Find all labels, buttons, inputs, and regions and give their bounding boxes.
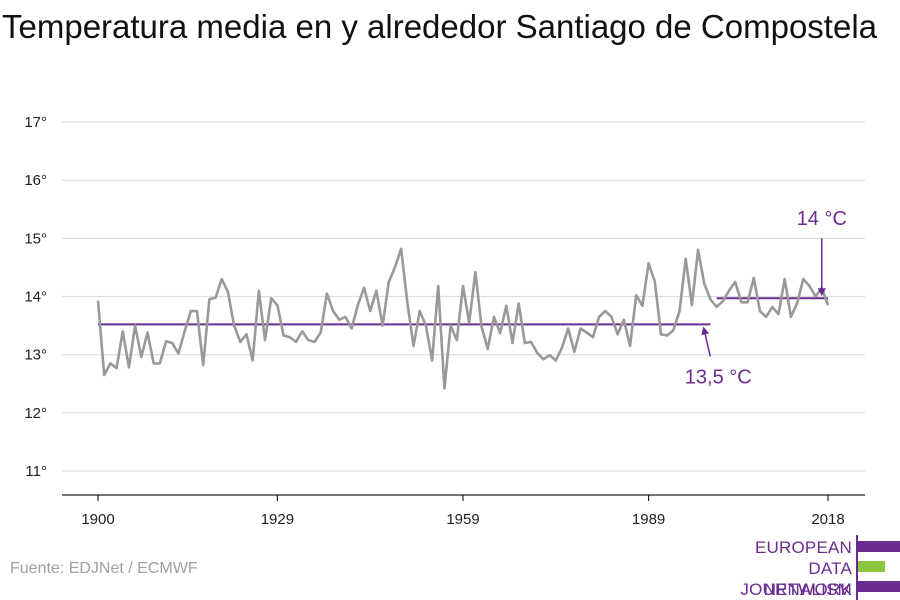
logo-bar-top	[858, 541, 900, 552]
logo-bar-bottom	[858, 581, 900, 592]
gridlines	[62, 121, 865, 472]
source-note: Fuente: EDJNet / ECMWF	[10, 560, 198, 577]
y-tick-label: 16°	[24, 172, 47, 189]
annotation-label-2000-2018: 14 °C	[797, 208, 847, 230]
y-tick-label: 17°	[24, 114, 47, 131]
y-tick-label: 13°	[24, 347, 47, 364]
temperature-line	[96, 247, 830, 390]
x-tick-label: 1959	[446, 511, 479, 528]
y-tick-label: 15°	[24, 230, 47, 247]
y-axis: 11° 12° 13° 14° 15° 16° 17°	[24, 114, 47, 480]
x-tick-label: 1929	[261, 511, 294, 528]
logo-divider	[856, 535, 858, 600]
chart-title: Temperatura media en y alrededor Santiag…	[2, 8, 878, 45]
x-tick-label: 2018	[811, 511, 844, 528]
reference-lines	[98, 297, 828, 326]
annotation-arrow	[701, 326, 712, 357]
x-tick-label: 1900	[81, 511, 114, 528]
annotation-label-1900-1999: 13,5 °C	[685, 366, 752, 388]
y-tick-label: 14°	[24, 289, 47, 306]
annotations: 13,5 °C 14 °C	[685, 208, 847, 388]
x-axis: 1900 1929 1959 1989 2018	[62, 494, 865, 528]
series-layer	[96, 247, 830, 390]
logo-line-2: DATA JOURNALISM	[740, 559, 852, 599]
y-tick-label: 11°	[25, 463, 47, 480]
y-tick-label: 12°	[24, 405, 47, 422]
logo-line-1: EUROPEAN	[754, 538, 852, 557]
logo-line-3: NETWORK	[763, 580, 852, 599]
logo-bar-middle	[858, 561, 885, 572]
x-tick-label: 1989	[632, 511, 665, 528]
edjnet-logo: EUROPEAN DATA JOURNALISM NETWORK	[700, 535, 900, 600]
